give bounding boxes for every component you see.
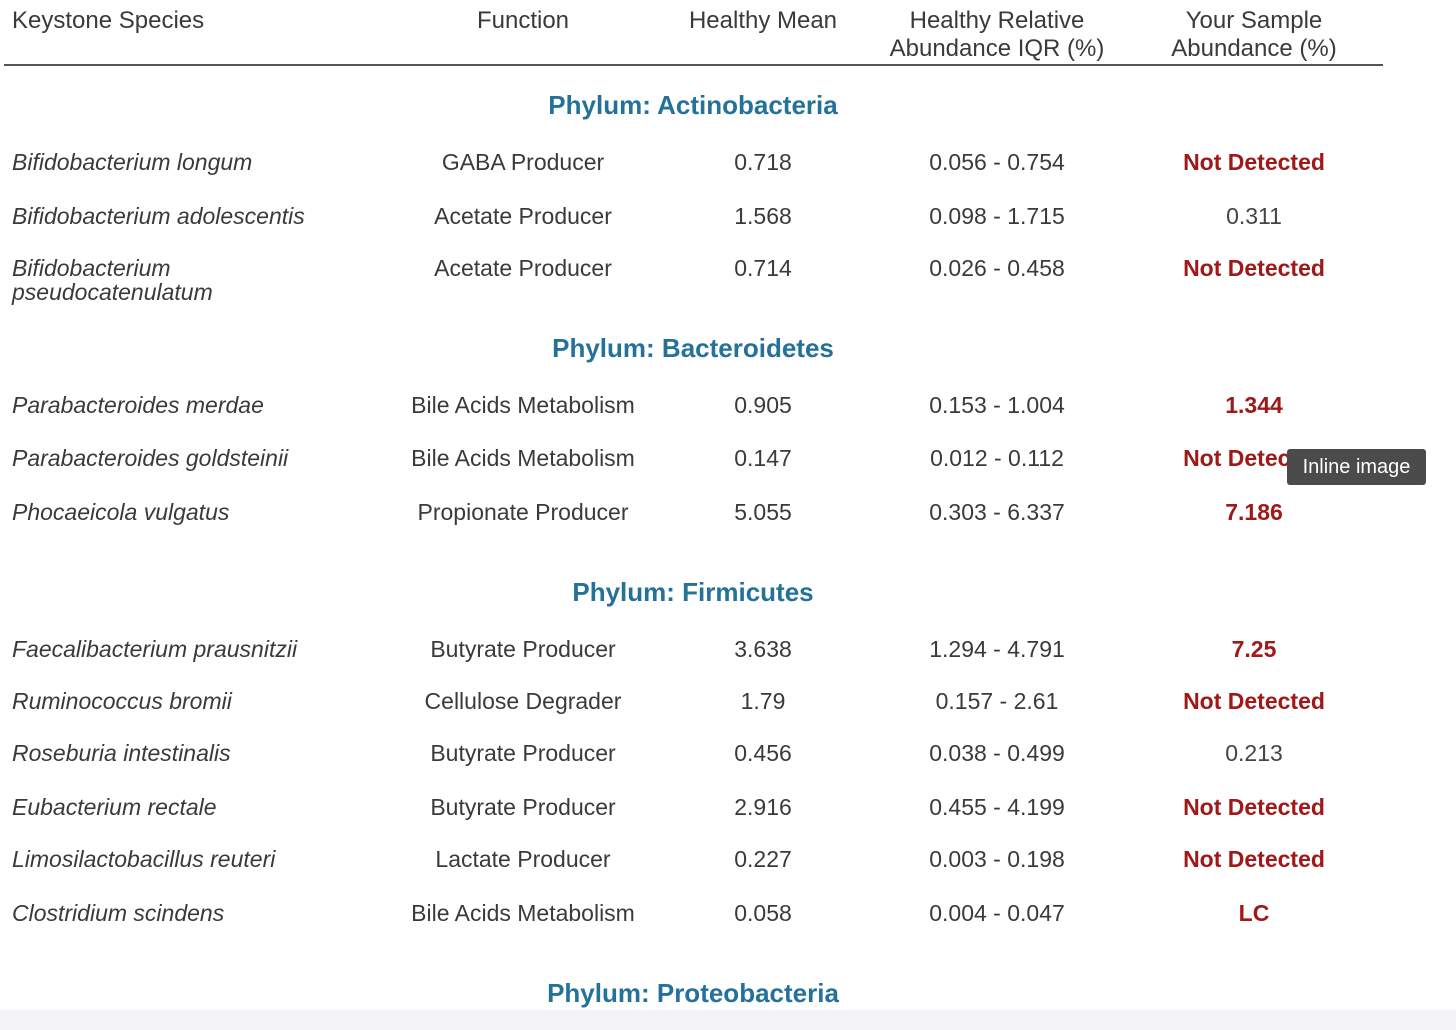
species-name: Limosilactobacillus reuteri — [12, 846, 276, 872]
function-cell: Bile Acids Metabolism — [411, 445, 635, 471]
mean-cell: 0.147 — [734, 445, 792, 471]
function-cell: Cellulose Degrader — [424, 688, 622, 714]
species-name: Ruminococcus bromii — [12, 688, 232, 714]
species-name: Bifidobacterium pseudocatenulatum — [12, 255, 213, 305]
tooltip: Inline image — [1287, 449, 1426, 485]
sample-cell: 0.213 — [1225, 740, 1283, 766]
species-name: Phocaeicola vulgatus — [12, 499, 230, 525]
sample-cell: 7.186 — [1225, 499, 1283, 525]
species-name: Parabacteroides merdae — [12, 392, 264, 418]
column-header: Healthy Mean — [688, 7, 838, 34]
mean-cell: 3.638 — [734, 636, 792, 662]
column-header: Keystone Species — [12, 7, 205, 34]
iqr-cell: 0.455 - 4.199 — [929, 794, 1065, 820]
iqr-cell: 0.004 - 0.047 — [929, 900, 1065, 926]
mean-cell: 0.714 — [734, 255, 792, 281]
mean-cell: 1.79 — [740, 688, 786, 714]
iqr-cell: 0.012 - 0.112 — [930, 445, 1064, 471]
phylum-title: Phylum: Bacteroidetes — [552, 333, 834, 363]
mean-cell: 0.456 — [734, 740, 792, 766]
function-cell: Butyrate Producer — [430, 740, 616, 766]
function-cell: Acetate Producer — [434, 255, 612, 281]
sample-cell: Not Detected — [1183, 688, 1325, 714]
iqr-cell: 1.294 - 4.791 — [929, 636, 1065, 662]
mean-cell: 5.055 — [734, 499, 792, 525]
phylum-title: Phylum: Actinobacteria — [548, 90, 838, 120]
species-name: Bifidobacterium adolescentis — [12, 203, 305, 229]
species-name: Parabacteroides goldsteinii — [12, 445, 289, 471]
iqr-cell: 0.038 - 0.499 — [929, 740, 1065, 766]
function-cell: Acetate Producer — [434, 203, 612, 229]
mean-cell: 2.916 — [734, 794, 792, 820]
iqr-cell: 0.303 - 6.337 — [929, 499, 1065, 525]
function-cell: Butyrate Producer — [430, 794, 616, 820]
sample-cell: LC — [1238, 900, 1270, 926]
iqr-cell: 0.003 - 0.198 — [929, 846, 1065, 872]
function-cell: GABA Producer — [441, 149, 605, 175]
mean-cell: 0.058 — [734, 900, 792, 926]
species-name: Eubacterium rectale — [12, 794, 217, 820]
sample-cell: Not Detected — [1183, 846, 1325, 872]
column-header: Healthy Relative Abundance IQR (%) — [889, 7, 1105, 62]
header-rule — [4, 64, 1383, 66]
sample-cell: Not Detected — [1183, 255, 1325, 281]
sample-cell: Not Detected — [1183, 149, 1325, 175]
species-name: Faecalibacterium prausnitzii — [12, 636, 298, 662]
phylum-title: Phylum: Firmicutes — [572, 577, 814, 607]
function-cell: Butyrate Producer — [430, 636, 616, 662]
column-header: Your Sample Abundance (%) — [1171, 7, 1337, 62]
sample-cell: 0.311 — [1226, 203, 1282, 229]
function-cell: Bile Acids Metabolism — [411, 900, 635, 926]
sample-cell: 7.25 — [1231, 636, 1277, 662]
species-name: Bifidobacterium longum — [12, 149, 253, 175]
mean-cell: 1.568 — [734, 203, 792, 229]
iqr-cell: 0.026 - 0.458 — [929, 255, 1065, 281]
species-name: Roseburia intestinalis — [12, 740, 231, 766]
column-header: Function — [476, 7, 570, 34]
function-cell: Lactate Producer — [435, 846, 611, 872]
iqr-cell: 0.157 - 2.61 — [935, 688, 1059, 714]
iqr-cell: 0.056 - 0.754 — [929, 149, 1065, 175]
species-name: Clostridium scindens — [12, 900, 225, 926]
phylum-title: Phylum: Proteobacteria — [547, 978, 839, 1008]
mean-cell: 0.718 — [734, 149, 792, 175]
sample-cell: 1.344 — [1225, 392, 1283, 418]
function-cell: Bile Acids Metabolism — [411, 392, 635, 418]
sample-cell: Not Detected — [1183, 794, 1325, 820]
function-cell: Propionate Producer — [417, 499, 629, 525]
mean-cell: 0.227 — [734, 846, 792, 872]
iqr-cell: 0.098 - 1.715 — [929, 203, 1065, 229]
footer-strip — [0, 1010, 1456, 1030]
mean-cell: 0.905 — [734, 392, 792, 418]
iqr-cell: 0.153 - 1.004 — [929, 392, 1065, 418]
